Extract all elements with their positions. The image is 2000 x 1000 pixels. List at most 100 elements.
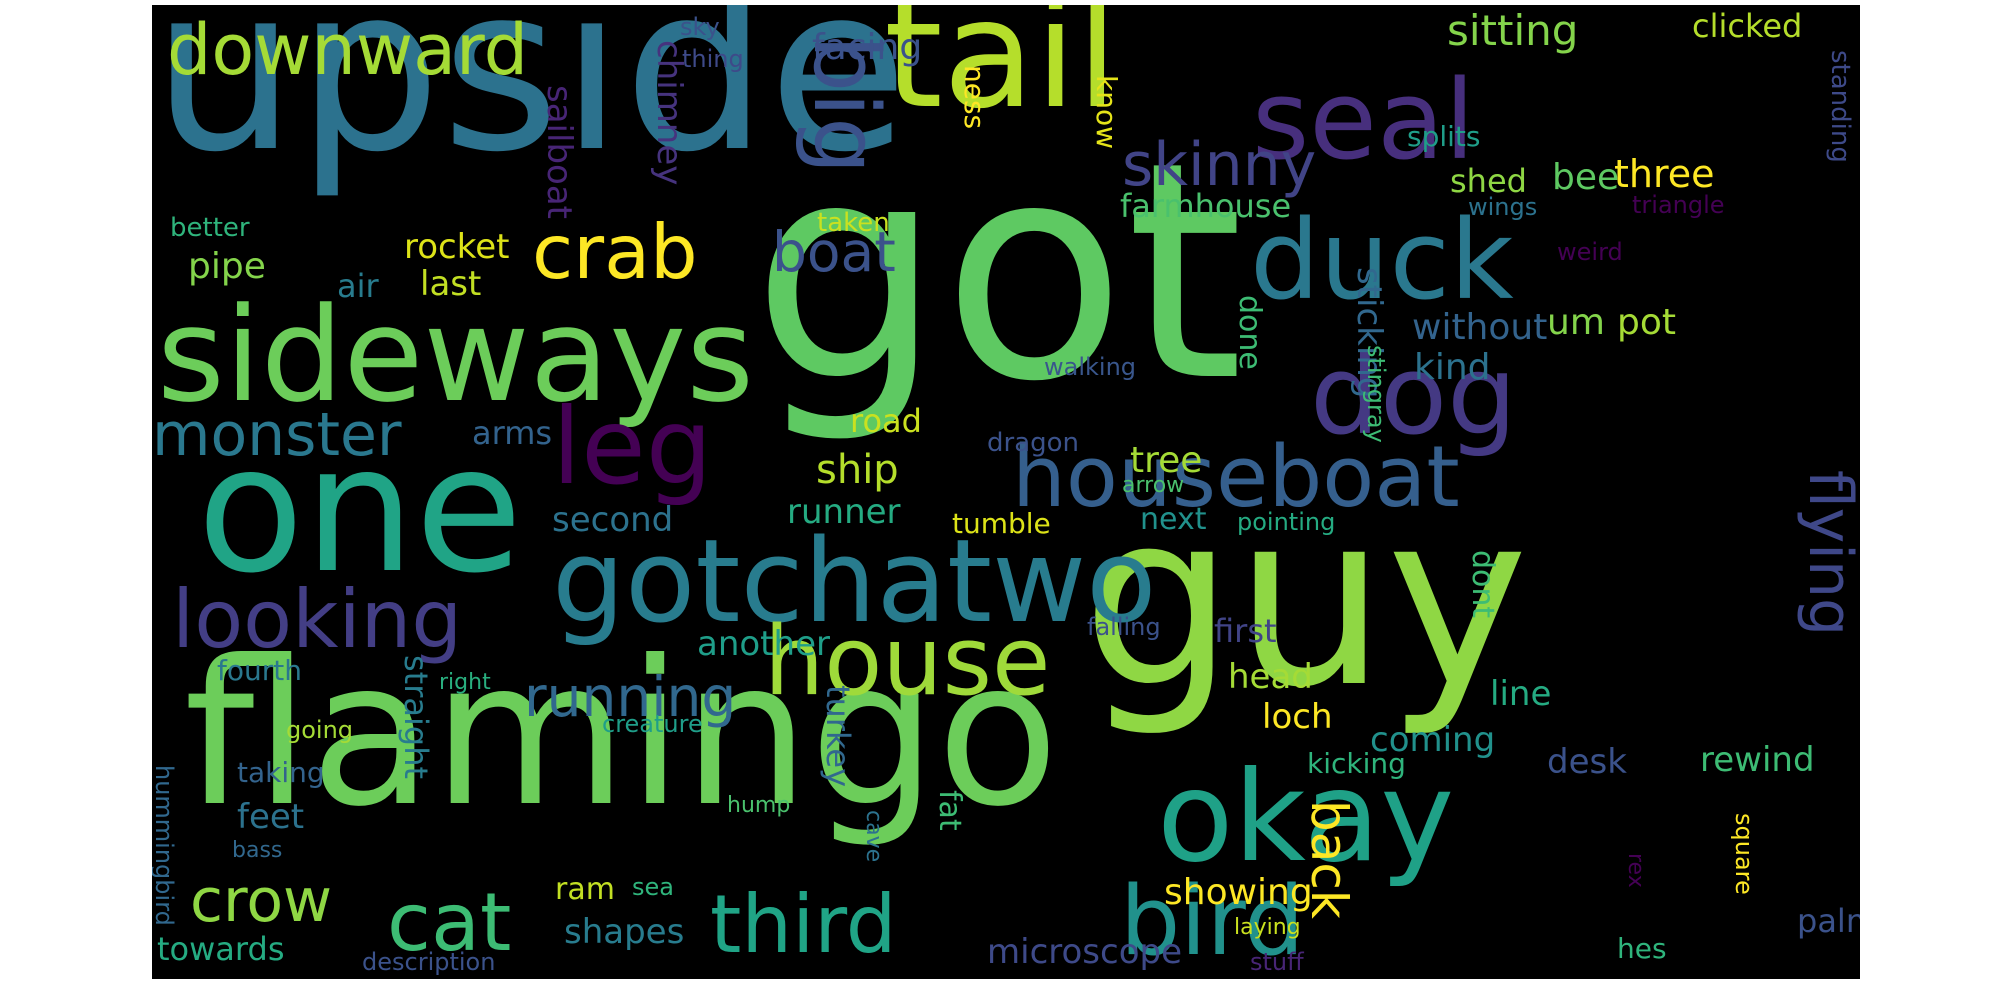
word: air <box>337 267 379 305</box>
word: kicking <box>1307 747 1406 780</box>
word: bass <box>232 838 283 863</box>
word: splits <box>1407 120 1481 153</box>
word: head <box>1228 657 1313 697</box>
word: next <box>1140 502 1207 537</box>
word: houseboat <box>1012 428 1460 527</box>
word: sideways <box>157 279 754 431</box>
word: pot <box>1617 302 1676 343</box>
word: ram <box>555 872 615 907</box>
word-cloud: got upside flamingo guy tail one sideway… <box>152 5 1860 979</box>
word: weird <box>1557 238 1623 266</box>
word: right <box>439 670 491 695</box>
word: triangle <box>1632 191 1725 219</box>
word: microscope <box>987 932 1183 972</box>
word: third <box>710 878 897 971</box>
word: feet <box>237 797 305 837</box>
word: hes <box>1617 932 1667 965</box>
word: downward <box>167 9 529 91</box>
word: crow <box>190 866 333 936</box>
word: laying <box>1234 915 1301 940</box>
word: one <box>197 409 523 612</box>
word: hummingbird <box>152 765 178 926</box>
word: loch <box>1262 697 1333 737</box>
word: turkey <box>819 685 857 787</box>
word: fourth <box>217 654 302 687</box>
word: tail <box>884 5 1119 142</box>
word: fat <box>932 790 967 831</box>
word: ship <box>816 447 899 493</box>
word: straight <box>397 655 435 780</box>
word: rex <box>1623 853 1648 888</box>
word: sitting <box>1447 6 1579 55</box>
word: clicked <box>1692 7 1803 45</box>
word: rewind <box>1700 740 1815 780</box>
word: showing <box>1164 872 1313 913</box>
word: bee <box>1552 157 1620 198</box>
word: stingray <box>1362 345 1390 443</box>
word: coming <box>1370 720 1496 760</box>
word: tree <box>1130 440 1203 481</box>
word: cave <box>861 810 886 863</box>
word: stuff <box>1250 948 1304 976</box>
word: done <box>1232 295 1267 370</box>
word: taking <box>237 756 325 789</box>
word: flying <box>1795 470 1860 637</box>
word: last <box>420 264 482 304</box>
word: square <box>1730 813 1758 895</box>
word: sea <box>632 873 674 901</box>
word: rocket <box>404 227 510 267</box>
word: monster <box>152 400 402 470</box>
word: arms <box>472 414 553 452</box>
word: okay <box>1157 745 1455 890</box>
word: chimney <box>649 40 689 186</box>
word: guy <box>1082 460 1529 740</box>
word: creature <box>602 710 703 738</box>
word: flamingo <box>184 618 1059 851</box>
word: sailboat <box>539 85 579 219</box>
word: sky <box>680 13 720 41</box>
word: leg <box>552 386 713 508</box>
word: three <box>1614 152 1715 196</box>
word: hump <box>727 793 791 818</box>
word: without <box>1412 307 1548 348</box>
word: pipe <box>188 246 266 287</box>
word: walking <box>1044 353 1137 381</box>
word: first <box>1214 612 1277 650</box>
word: got <box>752 98 1244 447</box>
word: duck <box>1250 196 1514 324</box>
word: palm <box>1797 902 1860 940</box>
word: shed <box>1450 162 1527 200</box>
word: sticking <box>1349 267 1389 399</box>
word: facing <box>812 27 923 68</box>
word: kind <box>1414 347 1491 388</box>
word: going <box>286 716 354 744</box>
word: house <box>764 607 1051 717</box>
word: pointing <box>1237 508 1336 536</box>
word: towards <box>157 930 285 968</box>
word: dragon <box>987 428 1080 458</box>
word: thing <box>682 45 744 73</box>
word: skinny <box>1122 130 1317 200</box>
word: falling <box>1087 613 1161 641</box>
word: boat <box>772 220 896 284</box>
word: another <box>697 624 830 664</box>
word: back <box>1300 800 1358 919</box>
word: big <box>793 35 898 175</box>
word: know <box>1090 75 1123 149</box>
word: better <box>170 213 250 243</box>
word: bird <box>1120 867 1305 977</box>
word: shapes <box>564 912 685 952</box>
word: dog <box>1310 331 1517 459</box>
word: cat <box>387 876 512 969</box>
word: taken <box>817 208 890 238</box>
word: running <box>524 665 737 729</box>
word: tumble <box>952 507 1051 540</box>
word: runner <box>787 492 901 532</box>
word: second <box>552 500 674 540</box>
word: description <box>362 948 496 976</box>
word: line <box>1490 674 1552 714</box>
word: ness <box>958 65 991 130</box>
word: gotchatwo <box>552 515 1157 649</box>
word: wings <box>1468 193 1538 221</box>
word: desk <box>1547 742 1627 782</box>
